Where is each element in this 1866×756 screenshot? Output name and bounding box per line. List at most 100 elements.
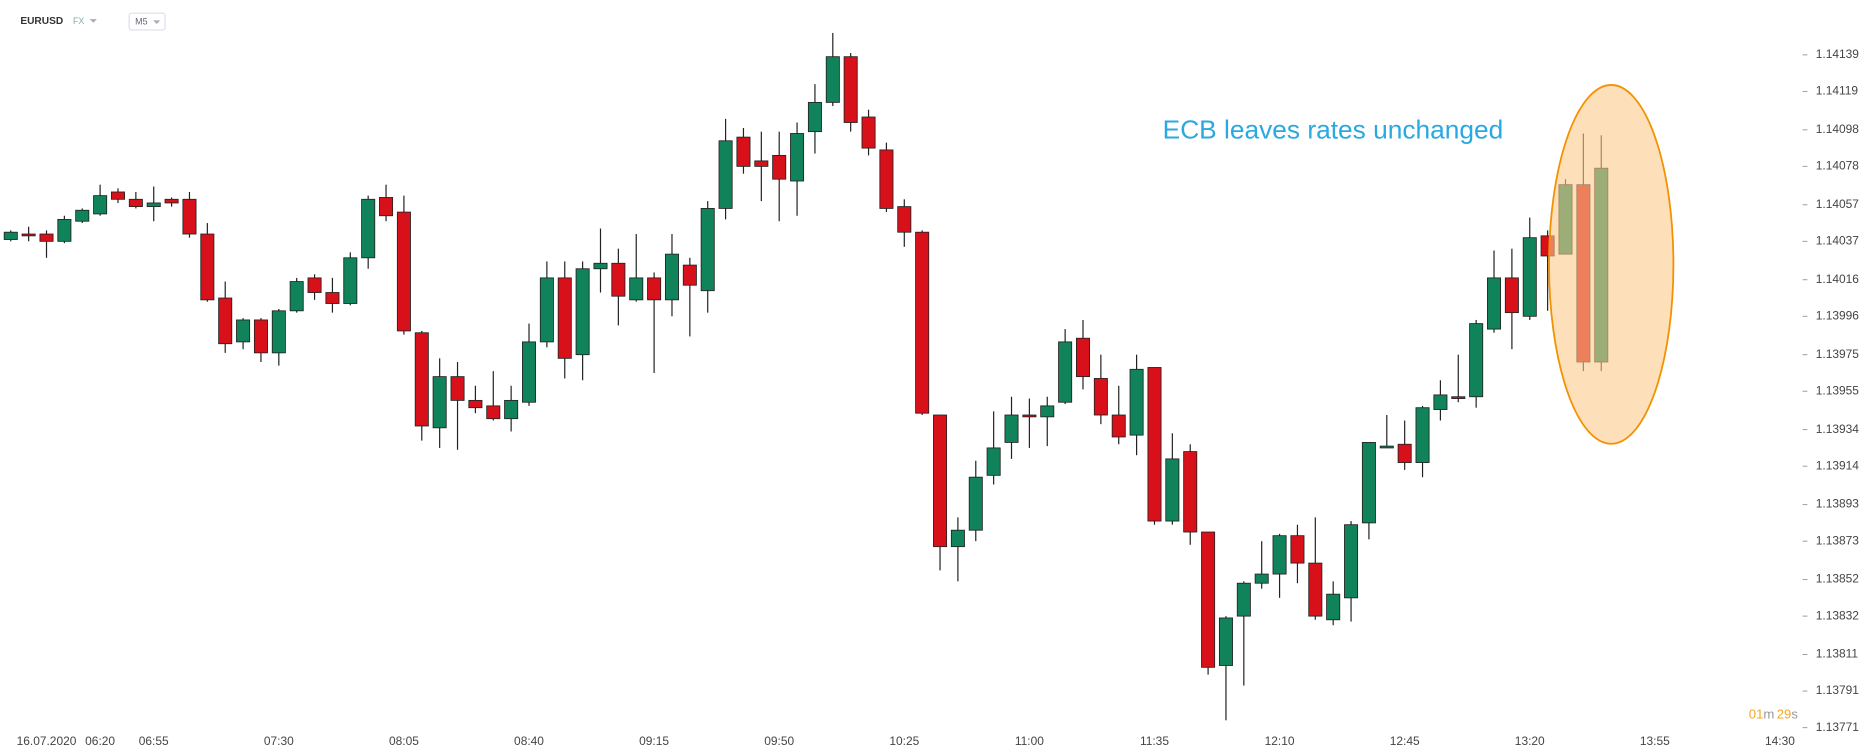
- candle-body: [1129, 368, 1144, 436]
- candle-body: [772, 154, 787, 180]
- candle-body: [1218, 617, 1233, 666]
- y-tick-label: 1.13975: [1816, 347, 1860, 361]
- y-tick-label: 1.14119: [1816, 84, 1859, 98]
- candle-body: [110, 191, 125, 200]
- candle-body: [682, 264, 697, 286]
- y-tick-label: 1.13873: [1816, 533, 1860, 547]
- x-tick-label: 08:05: [389, 734, 419, 748]
- candle-body: [629, 277, 644, 301]
- y-tick-label: 1.13771: [1816, 720, 1860, 734]
- candle-body: [504, 399, 519, 420]
- candle-body: [1093, 378, 1108, 416]
- candle-body: [593, 262, 608, 270]
- y-tick-label: 1.13832: [1816, 608, 1860, 622]
- x-tick-label: 09:15: [639, 734, 669, 748]
- candle-body: [1361, 442, 1376, 524]
- candle-body: [718, 140, 733, 209]
- candle-body: [325, 292, 340, 304]
- candle-body: [1308, 562, 1323, 617]
- candle-body: [1183, 451, 1198, 533]
- candle-body: [611, 262, 626, 297]
- candle-body: [182, 198, 197, 235]
- candle-body: [700, 208, 715, 292]
- candle-body: [1326, 593, 1341, 621]
- market[interactable]: FX: [73, 16, 84, 26]
- candle-body: [1344, 524, 1359, 599]
- candle-body: [915, 231, 930, 414]
- candle-body: [3, 231, 18, 240]
- candle-body: [1254, 573, 1269, 584]
- candle-body: [1004, 414, 1019, 443]
- symbol[interactable]: EURUSD: [20, 16, 63, 27]
- candle-body: [128, 198, 143, 208]
- candle-body: [647, 277, 662, 301]
- candle-body: [754, 160, 769, 167]
- candle-body: [1111, 414, 1126, 438]
- candle-body: [432, 376, 447, 429]
- candle-body: [1236, 582, 1251, 617]
- x-tick-label: 10:25: [889, 734, 919, 748]
- x-tick-label: 09:50: [764, 734, 794, 748]
- countdown-unit: m: [1763, 707, 1774, 722]
- countdown-seconds: 29: [1777, 707, 1792, 722]
- candle-body: [1504, 277, 1519, 314]
- y-tick-label: 1.14139: [1816, 47, 1860, 61]
- x-tick-label: 12:10: [1265, 734, 1295, 748]
- candle-body: [468, 399, 483, 409]
- candle-body: [1201, 531, 1216, 668]
- dropdown-arrow[interactable]: [89, 19, 97, 23]
- candle-body: [200, 233, 215, 301]
- countdown-minutes: 01: [1749, 707, 1764, 722]
- candle-body: [164, 198, 179, 204]
- y-tick-label: 1.13811: [1816, 647, 1859, 661]
- candle-body: [486, 405, 501, 420]
- candle-body: [1522, 237, 1537, 317]
- candle-body: [1272, 535, 1287, 575]
- candle-body: [343, 257, 358, 304]
- y-tick-label: 1.14016: [1816, 272, 1860, 286]
- candle-body: [450, 376, 465, 401]
- timeframe-box[interactable]: [128, 12, 166, 31]
- y-tick-label: 1.13914: [1816, 458, 1860, 472]
- x-tick-label: 11:35: [1140, 734, 1169, 748]
- x-tick-label: 06:55: [139, 734, 169, 748]
- candle-body: [218, 297, 233, 345]
- candle-body: [986, 447, 1001, 476]
- toolbar: EURUSD FX M5: [20, 12, 166, 31]
- candle-body: [1397, 443, 1412, 463]
- candle-body: [933, 414, 948, 548]
- candle-body: [790, 133, 805, 182]
- candle-body: [93, 195, 108, 215]
- y-tick-label: 1.14098: [1816, 122, 1860, 136]
- x-tick-label: 13:55: [1640, 734, 1670, 748]
- candle-body: [289, 281, 304, 312]
- candle-body: [1379, 445, 1394, 449]
- timeframe[interactable]: M5: [135, 17, 147, 27]
- candle-body: [879, 149, 894, 209]
- candle-body: [1040, 405, 1055, 418]
- x-tick-label: 06:20: [85, 734, 115, 748]
- candle-body: [522, 341, 537, 403]
- plot-area: 1.14139 1.14119 1.14098 1.14078 1.14057 1.140…: [3, 32, 1860, 748]
- y-tick-label: 1.13791: [1816, 683, 1860, 697]
- candle-body: [75, 209, 90, 222]
- x-tick-label: 14:30: [1765, 734, 1795, 748]
- annotation: ECB leaves rates unchanged: [1163, 115, 1504, 145]
- candle-body: [539, 277, 554, 343]
- candle-body: [396, 211, 411, 332]
- candle-body: [1433, 394, 1448, 410]
- x-tick-label: 12:45: [1390, 734, 1420, 748]
- x-tick-label: 16.07.2020: [17, 734, 77, 748]
- candle-body: [950, 529, 965, 548]
- candle-body: [1058, 341, 1073, 403]
- candle-body: [575, 268, 590, 356]
- candle-body: [664, 253, 679, 301]
- candle-body: [897, 206, 912, 233]
- y-tick-label: 1.13955: [1816, 383, 1860, 397]
- dropdown-arrow[interactable]: [153, 20, 161, 24]
- x-tick-label: 07:30: [264, 734, 294, 748]
- x-tick-label: 13:20: [1515, 734, 1545, 748]
- candle-body: [236, 319, 251, 343]
- y-tick-label: 1.14037: [1816, 233, 1860, 247]
- candle-body: [1487, 277, 1502, 330]
